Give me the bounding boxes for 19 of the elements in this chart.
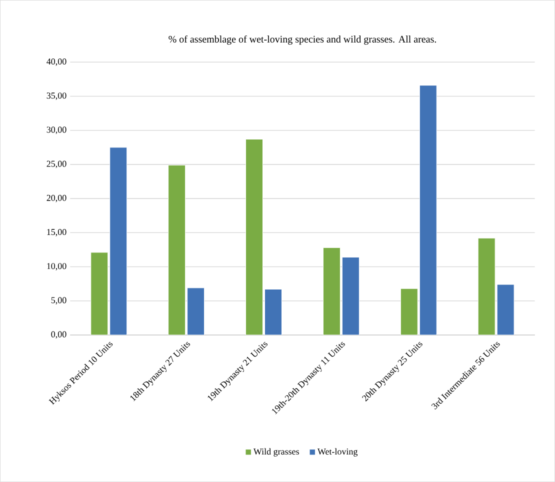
y-tick-label: 25,00 xyxy=(46,160,66,168)
bar xyxy=(342,256,360,335)
legend-label: Wild grasses xyxy=(253,448,299,456)
bar xyxy=(419,85,437,335)
y-tick-label: 40,00 xyxy=(46,58,66,66)
y-tick-label: 15,00 xyxy=(47,228,66,236)
bar xyxy=(264,288,282,335)
bar xyxy=(478,238,496,335)
y-tick-label: 30,00 xyxy=(46,126,66,134)
chart-title: % of assemblage of wet-loving species and wild grasses. All areas. xyxy=(168,35,436,45)
bar xyxy=(110,147,128,335)
y-tick-label: 35,00 xyxy=(46,92,66,100)
y-tick-label: 10,00 xyxy=(47,263,66,270)
y-tick-label: 20,00 xyxy=(46,194,66,202)
bar xyxy=(187,288,205,335)
bar xyxy=(496,284,514,335)
y-tick-label: 0,00 xyxy=(51,331,66,339)
y-tick-label: 5,00 xyxy=(51,297,66,305)
legend-label: Wet-loving xyxy=(317,448,358,456)
